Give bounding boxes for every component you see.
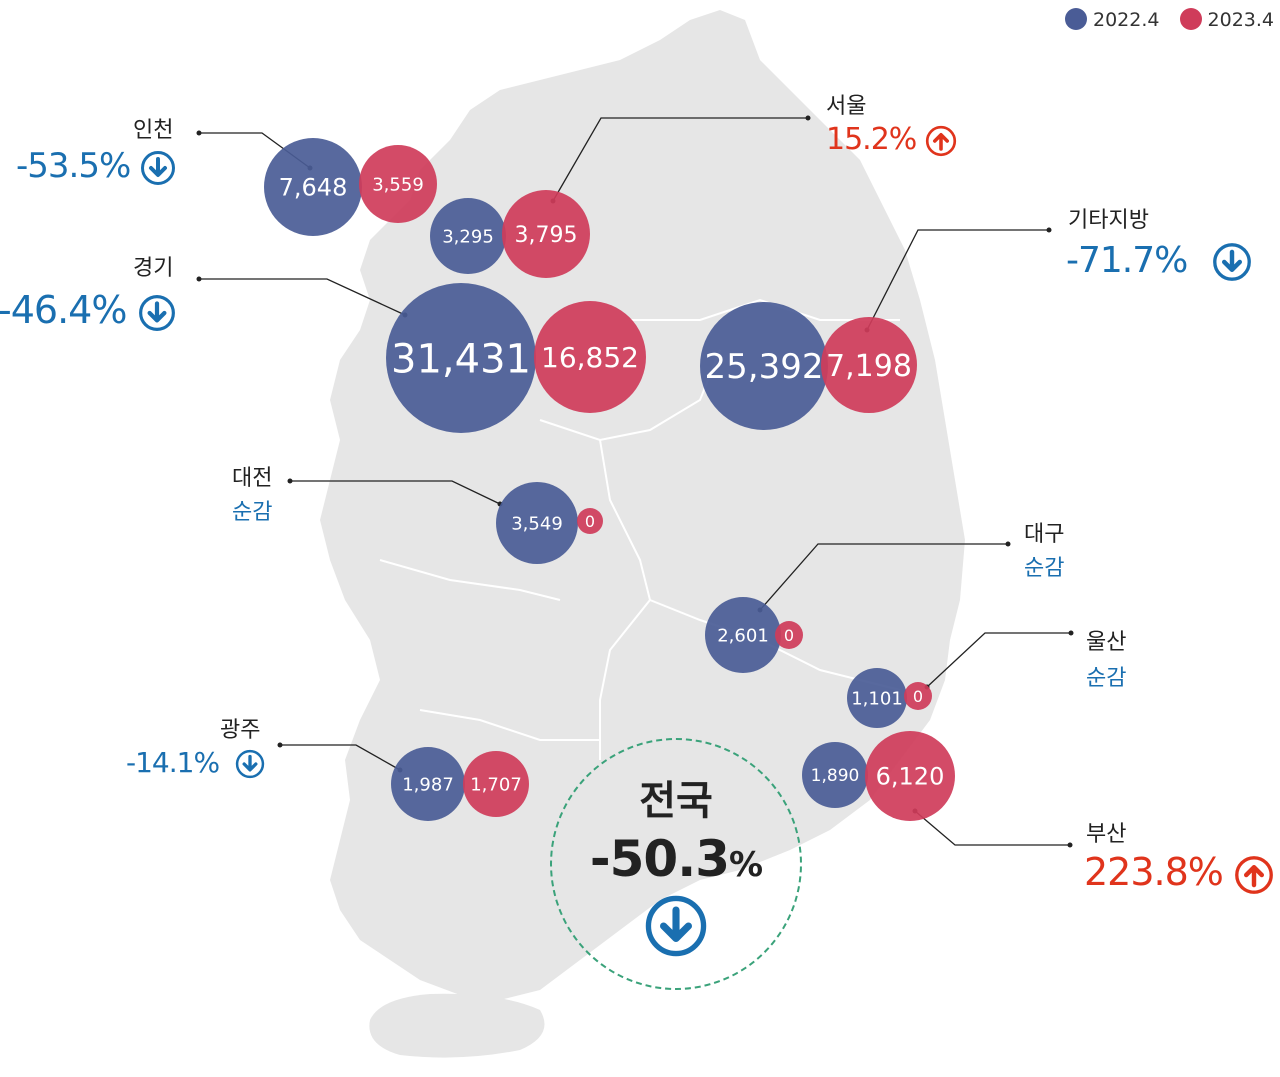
- seoul-name: 서울: [826, 94, 867, 119]
- gyeonggi-leader-line: [199, 278, 406, 316]
- ulsan-leader-dot: [1068, 630, 1074, 636]
- arrow-down-circle-icon: [645, 895, 707, 957]
- jeju-island-shape: [369, 993, 545, 1058]
- other-change-value: -71.7%: [1066, 240, 1188, 281]
- ulsan-bubble-2023: [904, 682, 932, 710]
- incheon-leader-dot: [196, 130, 202, 136]
- seoul-leader-dot: [805, 115, 811, 121]
- gwangju-leader-line: [280, 744, 401, 771]
- ulsan-change: 순감: [1086, 666, 1127, 691]
- daejeon-value-2022: 3,549: [511, 513, 563, 534]
- daegu-bubble-2022: [705, 597, 781, 673]
- incheon-change-value: -53.5%: [16, 146, 131, 186]
- daegu-leader-dot: [1005, 541, 1011, 547]
- legend-dot-2023: [1179, 8, 1202, 30]
- gyeonggi-bubble-2022: [386, 283, 536, 433]
- national-summary: 전국 -50.3%: [550, 738, 802, 990]
- ulsan-value-2022: 1,101: [851, 688, 903, 709]
- daejeon-leader-dot: [287, 478, 293, 484]
- arrow-down-circle-icon: [1212, 243, 1251, 281]
- ulsan-leader-line: [926, 632, 1071, 688]
- national-value-unit: %: [729, 845, 763, 885]
- arrow-down-circle-icon: [141, 150, 176, 185]
- seoul-bubble-2023: [502, 190, 590, 278]
- legend-item-2022: 2022.4: [1064, 8, 1160, 31]
- other-leader-dot: [1046, 227, 1052, 233]
- national-title: 전국: [639, 778, 713, 824]
- legend-dot-2022: [1064, 8, 1087, 30]
- seoul-value-2022: 3,295: [442, 226, 494, 247]
- ulsan-name: 울산: [1086, 630, 1127, 655]
- daejeon-bubble-2022: [496, 482, 578, 564]
- busan-name: 부산: [1086, 822, 1127, 847]
- daegu-name: 대구: [1024, 522, 1065, 547]
- daegu-value-2022: 2,601: [717, 625, 769, 646]
- gwangju-leader-dot: [277, 742, 283, 748]
- seoul-leader-line: [552, 117, 808, 202]
- busan-leader-line: [914, 810, 1070, 846]
- other-bubble-2022: [700, 302, 828, 430]
- gwangju-value-2022: 1,987: [402, 774, 454, 795]
- other-leader-line: [866, 229, 1049, 331]
- busan-change: 223.8%: [1084, 850, 1274, 895]
- incheon-name: 인천: [133, 118, 174, 143]
- legend-item-2023: 2023.4: [1179, 8, 1274, 31]
- daegu-leader-line: [759, 543, 1008, 611]
- daejeon-name: 대전: [232, 466, 273, 491]
- gyeonggi-value-2022: 31,431: [391, 336, 531, 382]
- seoul-change-value: 15.2%: [826, 122, 917, 157]
- daejeon-value-2023: 0: [585, 512, 595, 531]
- incheon-bubble-2023: [359, 145, 437, 223]
- legend: 2022.4 2023.4: [1051, 8, 1274, 31]
- daejeon-leader-line: [290, 480, 501, 505]
- legend-label-2023: 2023.4: [1207, 9, 1274, 31]
- busan-bubble-2023: [865, 731, 955, 821]
- arrow-up-circle-icon: [925, 125, 956, 156]
- incheon-change: -53.5%: [16, 146, 176, 186]
- arrow-down-circle-icon: [138, 294, 175, 331]
- ulsan-bubble-2022: [847, 668, 907, 728]
- national-value: -50.3%: [552, 830, 800, 888]
- daegu-bubble-2023: [775, 621, 803, 649]
- busan-value-2022: 1,890: [811, 766, 860, 786]
- gwangju-change: -14.1%: [126, 746, 265, 779]
- gyeonggi-leader-dot: [196, 276, 202, 282]
- gwangju-bubble-2022: [391, 747, 465, 821]
- other-change: -71.7%: [1066, 240, 1252, 282]
- busan-leader-dot: [1067, 842, 1073, 848]
- incheon-value-2023: 3,559: [372, 174, 424, 195]
- national-value-number: -50.3: [589, 830, 730, 888]
- seoul-value-2023: 3,795: [515, 223, 578, 248]
- ulsan-value-2023: 0: [913, 687, 923, 706]
- gwangju-bubble-2023: [463, 751, 529, 817]
- busan-bubble-2022: [802, 742, 868, 808]
- daejeon-change: 순감: [232, 500, 273, 525]
- other-value-2023: 7,198: [826, 349, 912, 384]
- busan-value-2023: 6,120: [876, 763, 945, 791]
- gyeonggi-value-2023: 16,852: [541, 341, 639, 374]
- gyeonggi-change: -46.4%: [0, 288, 176, 332]
- daegu-change: 순감: [1024, 556, 1065, 581]
- incheon-value-2022: 7,648: [279, 174, 348, 202]
- seoul-bubble-2022: [430, 198, 506, 274]
- arrow-up-circle-icon: [1235, 855, 1273, 894]
- other-value-2022: 25,392: [705, 347, 824, 387]
- other-bubble-2023: [821, 317, 917, 413]
- legend-label-2022: 2022.4: [1092, 9, 1160, 31]
- gyeonggi-bubble-2023: [534, 301, 646, 413]
- daejeon-bubble-2023: [577, 508, 603, 534]
- busan-change-value: 223.8%: [1084, 850, 1224, 894]
- gwangju-name: 광주: [220, 718, 261, 743]
- gwangju-value-2023: 1,707: [470, 774, 522, 795]
- gyeonggi-name: 경기: [133, 256, 174, 281]
- arrow-down-circle-icon: [235, 749, 265, 779]
- other-name: 기타지방: [1068, 208, 1149, 233]
- gyeonggi-change-value: -46.4%: [0, 288, 127, 332]
- incheon-bubble-2022: [264, 138, 362, 236]
- seoul-change: 15.2%: [826, 122, 957, 157]
- gwangju-change-value: -14.1%: [126, 746, 220, 779]
- daegu-value-2023: 0: [784, 626, 794, 645]
